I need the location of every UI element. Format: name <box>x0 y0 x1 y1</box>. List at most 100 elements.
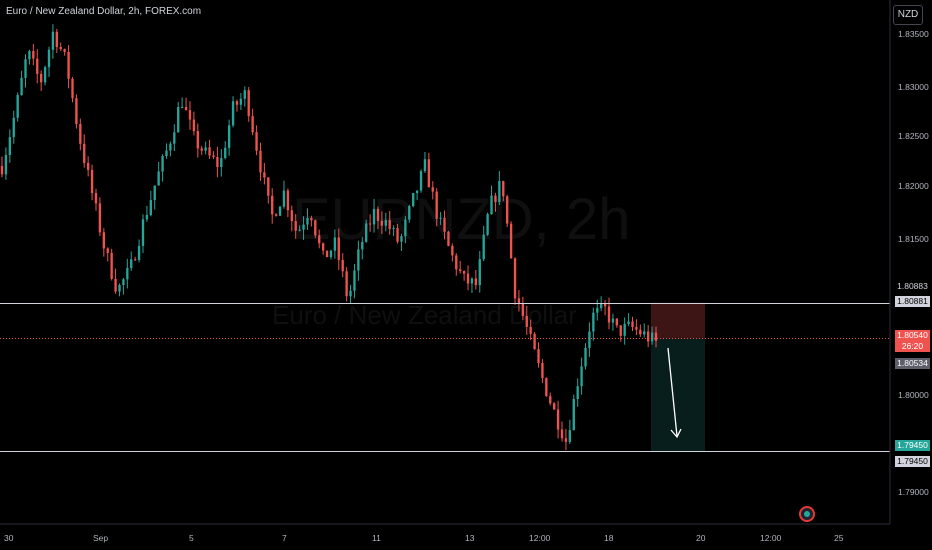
bullish-candle <box>126 268 129 280</box>
stop-loss-zone[interactable] <box>651 302 705 339</box>
bearish-candle <box>255 132 258 151</box>
bearish-candle <box>114 278 117 292</box>
bullish-candle <box>153 185 156 201</box>
bearish-candle <box>90 169 94 194</box>
bearish-candle <box>235 101 239 105</box>
bearish-candle <box>216 156 219 168</box>
y-tick-label: 1.79000 <box>898 487 929 497</box>
bearish-candle <box>63 49 66 52</box>
bullish-candle <box>8 137 12 155</box>
bearish-candle <box>106 248 109 253</box>
bearish-candle <box>184 107 188 111</box>
bar-countdown: 26:20 <box>895 341 930 352</box>
bearish-candle <box>654 332 658 341</box>
bullish-candle <box>365 223 368 242</box>
bullish-candle <box>180 107 184 109</box>
bullish-candle <box>306 217 309 225</box>
y-tick-label: 1.83500 <box>898 29 929 39</box>
bearish-candle <box>310 217 313 221</box>
lower-line-price-tag: 1.79450 <box>895 440 930 451</box>
bullish-candle <box>4 154 8 175</box>
bullish-candle <box>490 195 493 215</box>
bullish-candle <box>243 90 246 99</box>
bearish-candle <box>631 321 634 328</box>
bullish-candle <box>12 117 15 138</box>
symbol-watermark-subtitle: Euro / New Zealand Dollar <box>272 300 577 330</box>
bearish-candle <box>380 220 384 226</box>
bullish-candle <box>165 150 168 157</box>
bearish-candle <box>607 306 611 323</box>
bullish-candle <box>576 386 579 400</box>
bearish-candle <box>212 155 215 157</box>
bullish-candle <box>149 200 152 216</box>
down-arrow-icon <box>667 347 682 439</box>
upper-line-price-tag-alt: 1.80881 <box>895 296 930 307</box>
bearish-candle <box>639 329 642 335</box>
bearish-candle <box>67 51 70 79</box>
bearish-candle <box>71 78 74 99</box>
bullish-candle <box>302 224 305 230</box>
y-tick-label: 1.83000 <box>898 82 929 92</box>
bullish-candle <box>384 220 387 226</box>
currency-button[interactable]: NZD <box>893 5 923 25</box>
bearish-candle <box>345 271 348 297</box>
bullish-candle <box>177 107 180 133</box>
bullish-candle <box>161 156 164 172</box>
bearish-candle <box>94 193 98 204</box>
y-tick-label: 1.80000 <box>898 390 929 400</box>
bearish-candle <box>494 195 497 203</box>
bullish-candle <box>118 284 121 292</box>
symbol-watermark: EURNZD, 2h <box>292 187 631 252</box>
bullish-candle <box>137 245 141 261</box>
x-tick-label: 25 <box>834 533 844 543</box>
bearish-candle <box>521 303 525 316</box>
y-tick-label: 1.82000 <box>898 181 929 191</box>
x-tick-label: 20 <box>696 533 706 543</box>
bullish-candle <box>298 229 301 231</box>
last-price-tag: 1.80540 <box>895 330 930 341</box>
bearish-candle <box>549 396 552 404</box>
bearish-candle <box>506 196 509 224</box>
bearish-candle <box>251 116 254 133</box>
bullish-candle <box>404 219 407 237</box>
bullish-candle <box>141 219 145 246</box>
bearish-candle <box>376 208 380 221</box>
bullish-candle <box>220 158 223 168</box>
take-profit-zone[interactable] <box>651 338 705 452</box>
lower-line-price-tag-alt: 1.79450 <box>895 456 930 467</box>
bullish-candle <box>43 67 47 83</box>
bullish-candle <box>372 208 376 225</box>
bearish-candle <box>646 331 650 342</box>
bullish-candle <box>627 321 630 324</box>
bearish-candle <box>341 259 344 272</box>
bullish-candle <box>419 171 423 191</box>
bearish-candle <box>59 47 62 50</box>
bullish-candle <box>130 259 133 269</box>
bullish-candle <box>231 101 235 126</box>
bearish-candle <box>459 269 462 272</box>
bid-price-tag: 1.80534 <box>895 358 930 369</box>
bearish-candle <box>286 190 290 211</box>
x-tick-label: 13 <box>465 533 475 543</box>
bearish-candle <box>274 214 278 216</box>
x-tick-label: 11 <box>372 533 381 543</box>
bearish-candle <box>525 315 528 327</box>
tradingview-logo-icon[interactable] <box>799 506 815 522</box>
bearish-candle <box>603 303 607 307</box>
bearish-candle <box>325 250 329 258</box>
bullish-candle <box>239 98 243 105</box>
bearish-candle <box>533 333 536 350</box>
bullish-candle <box>568 430 572 442</box>
bullish-candle <box>145 215 149 220</box>
bearish-candle <box>263 172 266 178</box>
bearish-candle <box>294 221 297 231</box>
bearish-candle <box>321 243 325 251</box>
bearish-candle <box>290 210 293 222</box>
bullish-candle <box>122 279 125 285</box>
bullish-candle <box>408 206 411 220</box>
bullish-candle <box>204 147 207 151</box>
bullish-candle <box>412 192 415 207</box>
bearish-candle <box>529 326 532 334</box>
